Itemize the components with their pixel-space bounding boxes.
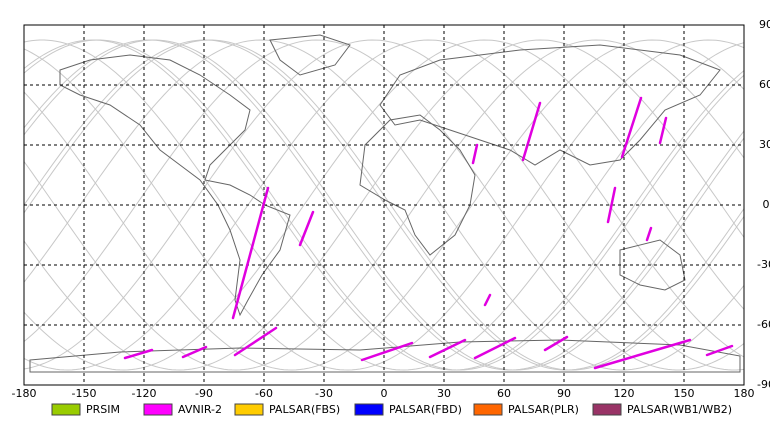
track bbox=[473, 336, 517, 360]
legend: PRSIM AVNIR-2 PALSAR(FBS) PALSAR(FBD) PALSAR… bbox=[51, 403, 732, 416]
x-tick-label: -30 bbox=[315, 387, 333, 400]
track bbox=[593, 338, 692, 370]
legend-swatch bbox=[51, 403, 81, 416]
x-tick-label: 0 bbox=[381, 387, 388, 400]
track bbox=[543, 335, 569, 352]
y-tick-label: -60 bbox=[757, 318, 770, 331]
track bbox=[705, 344, 734, 357]
legend-swatch bbox=[592, 403, 622, 416]
legend-swatch bbox=[473, 403, 503, 416]
x-tick-label: 60 bbox=[497, 387, 511, 400]
track bbox=[521, 101, 542, 162]
legend-label: PALSAR(FBS) bbox=[269, 403, 340, 416]
track bbox=[181, 345, 208, 359]
x-tick-label: -120 bbox=[132, 387, 157, 400]
eurasia bbox=[379, 44, 721, 166]
x-tick-label: -150 bbox=[72, 387, 97, 400]
x-tick-label: -90 bbox=[195, 387, 213, 400]
greenland bbox=[269, 34, 351, 76]
americas bbox=[59, 54, 291, 317]
orbit-path bbox=[23, 39, 745, 371]
x-tick-label: 30 bbox=[437, 387, 451, 400]
track bbox=[645, 226, 653, 242]
legend-label: PALSAR(WB1/WB2) bbox=[627, 403, 732, 416]
track bbox=[298, 210, 315, 247]
track bbox=[231, 186, 270, 320]
legend-label: PALSAR(PLR) bbox=[508, 403, 579, 416]
y-tick-label: 30 bbox=[759, 138, 770, 151]
plot-frame bbox=[23, 24, 745, 386]
x-tick-label: 150 bbox=[674, 387, 695, 400]
track bbox=[606, 186, 617, 224]
track bbox=[471, 143, 479, 165]
x-tick-label: 90 bbox=[557, 387, 571, 400]
legend-swatch bbox=[354, 403, 384, 416]
y-tick-label: 60 bbox=[759, 78, 770, 91]
axis-labels: -180 -150 -120 -90 -60 -30 0 30 60 90 120 150 180 90 6… bbox=[12, 18, 770, 400]
track bbox=[233, 326, 278, 357]
track bbox=[658, 116, 668, 145]
track bbox=[620, 96, 643, 159]
acquisition-tracks bbox=[123, 96, 734, 370]
x-tick-label: 180 bbox=[734, 387, 755, 400]
track bbox=[360, 341, 414, 362]
australia bbox=[619, 239, 686, 291]
y-tick-label: -30 bbox=[757, 258, 770, 271]
track bbox=[428, 338, 467, 359]
legend-swatch bbox=[143, 403, 173, 416]
y-tick-label: 90 bbox=[759, 18, 770, 31]
orbit-path bbox=[23, 39, 745, 371]
africa bbox=[359, 114, 476, 256]
y-tick-label: 0 bbox=[763, 198, 770, 211]
track bbox=[483, 293, 492, 307]
legend-swatch bbox=[234, 403, 264, 416]
legend-label: PRSIM bbox=[86, 403, 120, 416]
x-tick-label: -180 bbox=[12, 387, 37, 400]
x-tick-label: 120 bbox=[614, 387, 635, 400]
legend-label: AVNIR-2 bbox=[178, 403, 222, 416]
track bbox=[123, 348, 154, 360]
legend-label: PALSAR(FBD) bbox=[389, 403, 462, 416]
x-tick-label: -60 bbox=[255, 387, 273, 400]
y-tick-label: -90 bbox=[757, 378, 770, 391]
